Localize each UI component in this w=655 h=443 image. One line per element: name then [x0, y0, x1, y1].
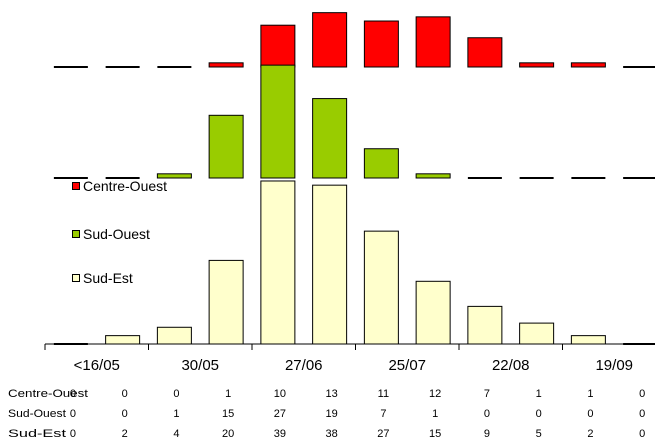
legend-label-centre-ouest: Centre-Ouest: [83, 178, 168, 194]
bar-centre-ouest-6: [363, 20, 399, 68]
table-row-label-centre-ouest: Centre-Ouest: [8, 388, 88, 400]
bar-centre-ouest-7: [415, 16, 451, 68]
bar-sud-est-7: [415, 280, 451, 345]
legend-item-sud-est: Sud-Est: [72, 270, 133, 286]
table-cell-centre-ouest-7: 12: [429, 388, 441, 400]
table-row-label-sud-ouest: Sud-Ouest: [8, 408, 66, 420]
bar-centre-ouest-4: [260, 24, 296, 68]
table-cell-sud-ouest-4: 27: [274, 408, 286, 420]
bar-sud-est-5: [312, 184, 348, 345]
bar-sud-ouest-7: [415, 173, 451, 179]
table-cell-sud-est-4: 39: [274, 428, 286, 440]
table-cell-sud-est-3: 20: [222, 428, 234, 440]
table-cell-sud-est-5: 38: [326, 428, 338, 440]
table-cell-centre-ouest-2: 0: [173, 388, 179, 400]
bar-sud-ouest-6: [363, 148, 399, 179]
x-tick-label-0: <16/05: [74, 357, 120, 374]
table-cell-sud-ouest-3: 15: [222, 408, 234, 420]
table-cell-centre-ouest-5: 13: [326, 388, 338, 400]
table-cell-centre-ouest-1: 0: [122, 388, 128, 400]
bar-centre-ouest-9: [519, 62, 555, 68]
table-cell-sud-est-10: 2: [587, 428, 593, 440]
table-cell-centre-ouest-0: 0: [70, 388, 76, 400]
legend-swatch-sud-est: [72, 274, 80, 282]
bar-sud-est-6: [363, 230, 399, 345]
table-cell-centre-ouest-8: 7: [484, 388, 490, 400]
bar-sud-est-1: [105, 335, 141, 345]
bar-centre-ouest-8: [467, 37, 503, 68]
bar-sud-ouest-5: [312, 98, 348, 179]
table-cell-sud-est-9: 5: [536, 428, 542, 440]
bar-sud-ouest-3: [208, 114, 244, 179]
x-tick-label-2: 27/06: [285, 357, 323, 374]
table-cell-sud-ouest-2: 1: [173, 408, 179, 420]
table-cell-centre-ouest-3: 1: [225, 388, 231, 400]
table-cell-sud-est-0: 0: [70, 428, 76, 440]
table-cell-centre-ouest-6: 11: [378, 388, 389, 400]
table-row-label-sud-est: Sud-Est: [8, 428, 66, 440]
bar-centre-ouest-3: [208, 62, 244, 68]
legend-label-sud-ouest: Sud-Ouest: [83, 226, 150, 242]
table-cell-sud-ouest-8: 0: [484, 408, 490, 420]
table-cell-sud-est-7: 15: [429, 428, 441, 440]
table-cell-sud-ouest-6: 7: [380, 408, 386, 420]
x-tick-label-3: 25/07: [388, 357, 426, 374]
legend-swatch-centre-ouest: [72, 182, 80, 190]
bar-sud-est-8: [467, 305, 503, 345]
bar-sud-est-3: [208, 259, 244, 345]
table-cell-sud-ouest-5: 19: [326, 408, 338, 420]
bar-centre-ouest-10: [570, 62, 606, 68]
table-cell-sud-ouest-0: 0: [70, 408, 76, 420]
table-cell-centre-ouest-4: 10: [274, 388, 286, 400]
x-tick-label-4: 22/08: [492, 357, 530, 374]
bar-sud-est-2: [156, 326, 192, 345]
bar-sud-est-10: [570, 335, 606, 345]
bar-centre-ouest-5: [312, 12, 348, 68]
table-cell-centre-ouest-10: 1: [587, 388, 593, 400]
legend-swatch-sud-ouest: [72, 230, 80, 238]
bar-sud-est-9: [519, 322, 555, 345]
legend-label-sud-est: Sud-Est: [83, 270, 133, 286]
table-cell-sud-est-6: 27: [377, 428, 389, 440]
bar-sud-ouest-2: [156, 173, 192, 179]
legend-item-sud-ouest: Sud-Ouest: [72, 226, 150, 242]
table-cell-sud-ouest-9: 0: [536, 408, 542, 420]
table-cell-sud-est-1: 2: [122, 428, 128, 440]
table-cell-sud-ouest-1: 0: [122, 408, 128, 420]
table-cell-sud-est-11: 0: [639, 428, 645, 440]
x-tick-label-1: 30/05: [181, 357, 219, 374]
table-cell-centre-ouest-11: 0: [639, 388, 645, 400]
table-cell-sud-ouest-11: 0: [639, 408, 645, 420]
table-cell-sud-ouest-7: 1: [432, 408, 438, 420]
table-cell-sud-ouest-10: 0: [587, 408, 593, 420]
x-tick-label-5: 19/09: [595, 357, 633, 374]
bar-sud-est-4: [260, 180, 296, 345]
table-cell-sud-est-8: 9: [484, 428, 490, 440]
legend-item-centre-ouest: Centre-Ouest: [72, 178, 167, 194]
table-cell-sud-est-2: 4: [173, 428, 179, 440]
bar-sud-ouest-4: [260, 64, 296, 179]
table-cell-centre-ouest-9: 1: [536, 388, 542, 400]
